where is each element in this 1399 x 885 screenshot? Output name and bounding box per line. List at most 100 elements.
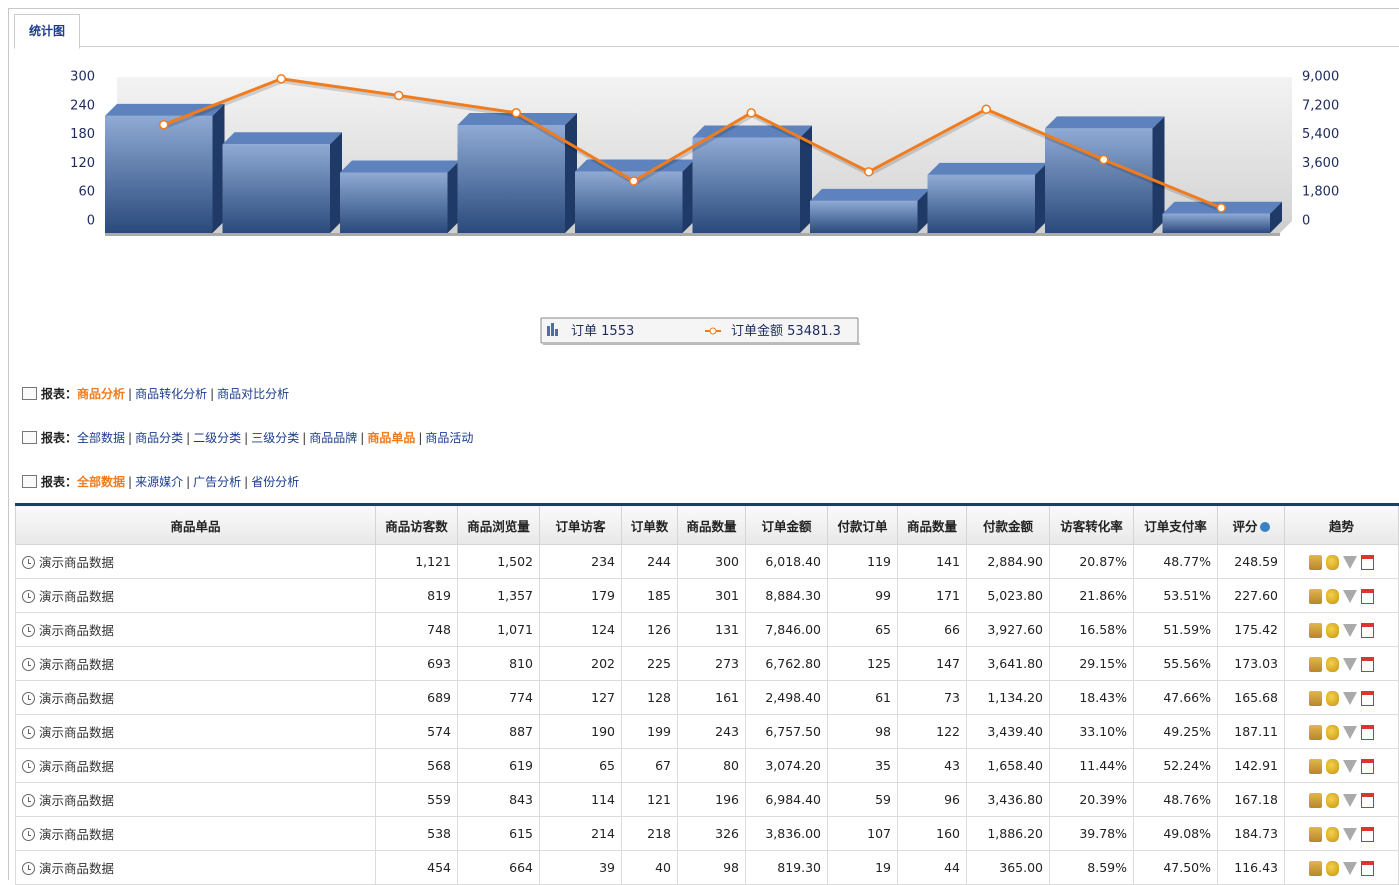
cell-text: 21.86% <box>1079 588 1127 603</box>
cell-text: 574 <box>427 724 451 739</box>
trend-icon[interactable] <box>1309 792 1322 808</box>
trend-icon[interactable] <box>1361 554 1374 570</box>
trend-icon[interactable] <box>1326 758 1339 774</box>
trend-icon[interactable] <box>1343 861 1357 875</box>
table-cell: 66 <box>897 612 967 647</box>
header-cell: 商品访客数 <box>375 504 458 545</box>
cell-text: 65 <box>875 622 891 637</box>
trend-icon[interactable] <box>1343 691 1357 705</box>
trend-cell <box>1284 646 1399 681</box>
cell-text: 1,658.40 <box>987 758 1043 773</box>
y-tick-label: 180 <box>70 127 95 142</box>
trend-icon[interactable] <box>1309 860 1322 876</box>
separator: | <box>128 387 133 401</box>
report-link[interactable]: 全部数据 <box>77 475 126 489</box>
table-cell: 218 <box>621 816 678 851</box>
trend-icon[interactable] <box>1326 860 1339 876</box>
cell-text: 2,884.90 <box>987 554 1043 569</box>
table-cell: 1,121 <box>375 544 458 579</box>
table-cell: 887 <box>457 714 540 749</box>
table-cell: 6,018.40 <box>745 544 828 579</box>
report-link[interactable]: 来源媒介 <box>135 475 184 489</box>
checkbox[interactable] <box>22 387 37 400</box>
trend-icon[interactable] <box>1326 554 1339 570</box>
report-link[interactable]: 二级分类 <box>193 431 242 445</box>
trend-icon[interactable] <box>1343 555 1357 569</box>
trend-icon[interactable] <box>1343 623 1357 637</box>
cell-text: 179 <box>591 588 615 603</box>
trend-icon[interactable] <box>1361 724 1374 740</box>
trend-icon[interactable] <box>1343 793 1357 807</box>
cell-text: 202 <box>591 656 615 671</box>
cell-text: 124 <box>591 622 615 637</box>
trend-icon[interactable] <box>1309 656 1322 672</box>
trend-icon[interactable] <box>1361 860 1374 876</box>
trend-icon[interactable] <box>1326 656 1339 672</box>
report-link[interactable]: 三级分类 <box>251 431 300 445</box>
header-text: 付款金额 <box>982 518 1033 534</box>
report-link[interactable]: 商品分类 <box>135 431 184 445</box>
trend-icon[interactable] <box>1361 826 1374 842</box>
report-link[interactable]: 商品品牌 <box>309 431 358 445</box>
trend-icon[interactable] <box>1326 792 1339 808</box>
table-cell: 98 <box>677 850 746 885</box>
trend-icon[interactable] <box>1309 690 1322 706</box>
cell-text: 3,439.40 <box>987 724 1043 739</box>
cell-text: 53.51% <box>1163 588 1211 603</box>
trend-icon[interactable] <box>1361 792 1374 808</box>
trend-icon[interactable] <box>1326 724 1339 740</box>
trend-icon[interactable] <box>1361 656 1374 672</box>
separator: | <box>244 475 249 489</box>
report-link[interactable]: 省份分析 <box>251 475 300 489</box>
report-link[interactable]: 商品单品 <box>367 431 416 445</box>
table-cell: 18.43% <box>1049 680 1134 715</box>
report-link[interactable]: 商品对比分析 <box>217 387 290 401</box>
trend-icon[interactable] <box>1343 657 1357 671</box>
report-link[interactable]: 商品分析 <box>77 387 126 401</box>
trend-icon[interactable] <box>1361 758 1374 774</box>
cell-text: 43 <box>944 758 960 773</box>
report-link[interactable]: 全部数据 <box>77 431 126 445</box>
header-text: 商品访客数 <box>385 518 448 534</box>
trend-icon[interactable] <box>1309 588 1322 604</box>
cell-text: 234 <box>591 554 615 569</box>
trend-icon[interactable] <box>1326 588 1339 604</box>
table-cell: 214 <box>539 816 622 851</box>
trend-icon[interactable] <box>1361 588 1374 604</box>
trend-icon[interactable] <box>1343 759 1357 773</box>
trend-icon[interactable] <box>1309 554 1322 570</box>
table-cell: 173.03 <box>1217 646 1285 681</box>
trend-icon[interactable] <box>1309 622 1322 638</box>
trend-icon[interactable] <box>1309 826 1322 842</box>
trend-icon[interactable] <box>1343 827 1357 841</box>
trend-icon[interactable] <box>1309 724 1322 740</box>
cell-text: 365.00 <box>999 860 1043 875</box>
table-cell: 116.43 <box>1217 850 1285 885</box>
checkbox[interactable] <box>22 431 37 444</box>
trend-icon[interactable] <box>1361 690 1374 706</box>
bar-top <box>1045 116 1165 129</box>
trend-icon[interactable] <box>1326 690 1339 706</box>
checkbox[interactable] <box>22 475 37 488</box>
report-link[interactable]: 广告分析 <box>193 475 242 489</box>
clock-icon <box>22 624 35 637</box>
report-link[interactable]: 商品转化分析 <box>135 387 208 401</box>
tab[interactable]: 统计图 <box>14 14 80 49</box>
trend-icon[interactable] <box>1309 758 1322 774</box>
help-icon[interactable] <box>1259 521 1270 532</box>
table-cell: 33.10% <box>1049 714 1134 749</box>
trend-icon[interactable] <box>1343 725 1357 739</box>
trend-icon[interactable] <box>1326 622 1339 638</box>
cell-text: 147 <box>936 656 960 671</box>
cell-text: 774 <box>509 690 533 705</box>
trend-cell <box>1284 714 1399 749</box>
table-cell: 3,836.00 <box>745 816 828 851</box>
header-text: 访客转化率 <box>1060 518 1123 534</box>
report-link[interactable]: 商品活动 <box>425 431 474 445</box>
trend-icon[interactable] <box>1343 589 1357 603</box>
cell-text: 664 <box>509 860 533 875</box>
bar-front <box>222 144 330 233</box>
trend-icon[interactable] <box>1361 622 1374 638</box>
table-cell: 6,762.80 <box>745 646 828 681</box>
trend-icon[interactable] <box>1326 826 1339 842</box>
